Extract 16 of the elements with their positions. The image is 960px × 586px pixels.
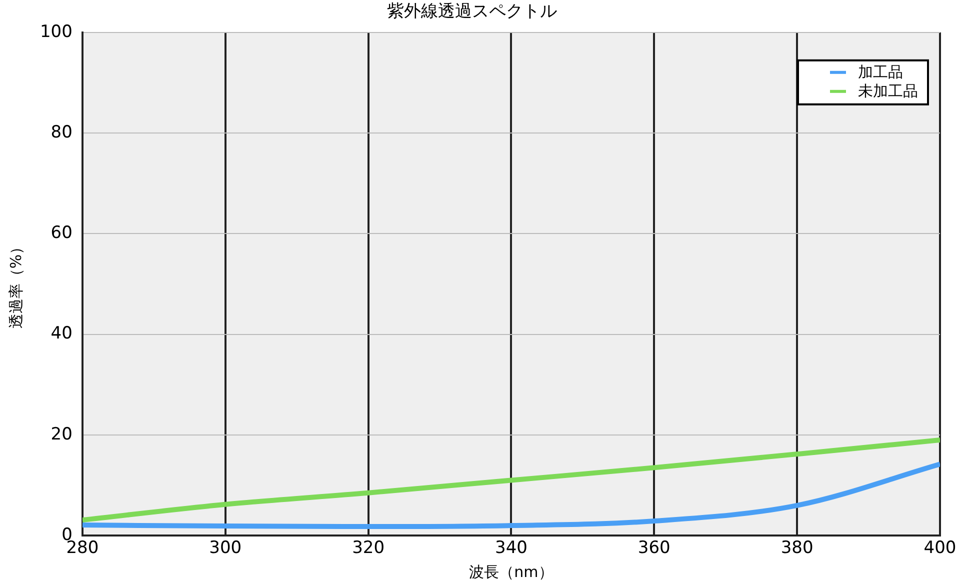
y-tick-label: 20 (50, 424, 72, 444)
x-tick-label: 340 (494, 538, 528, 558)
x-tick-label: 360 (638, 538, 670, 558)
x-tick-label: 320 (352, 538, 385, 558)
y-axis-title: 透過率（%） (6, 239, 25, 329)
x-axis-title: 波長（nm） (469, 562, 554, 581)
legend-label: 未加工品 (858, 82, 918, 100)
chart-title: 紫外線透過スペクトル (387, 2, 557, 22)
y-tick-label: 100 (40, 22, 72, 42)
x-tick-label: 380 (780, 538, 814, 558)
y-tick-label: 60 (50, 223, 72, 244)
y-tick-label: 80 (50, 122, 72, 142)
legend-label: 加工品 (858, 62, 903, 81)
x-tick-label: 400 (924, 538, 956, 558)
x-tick-label: 300 (209, 538, 242, 558)
y-tick-label: 40 (50, 324, 72, 344)
